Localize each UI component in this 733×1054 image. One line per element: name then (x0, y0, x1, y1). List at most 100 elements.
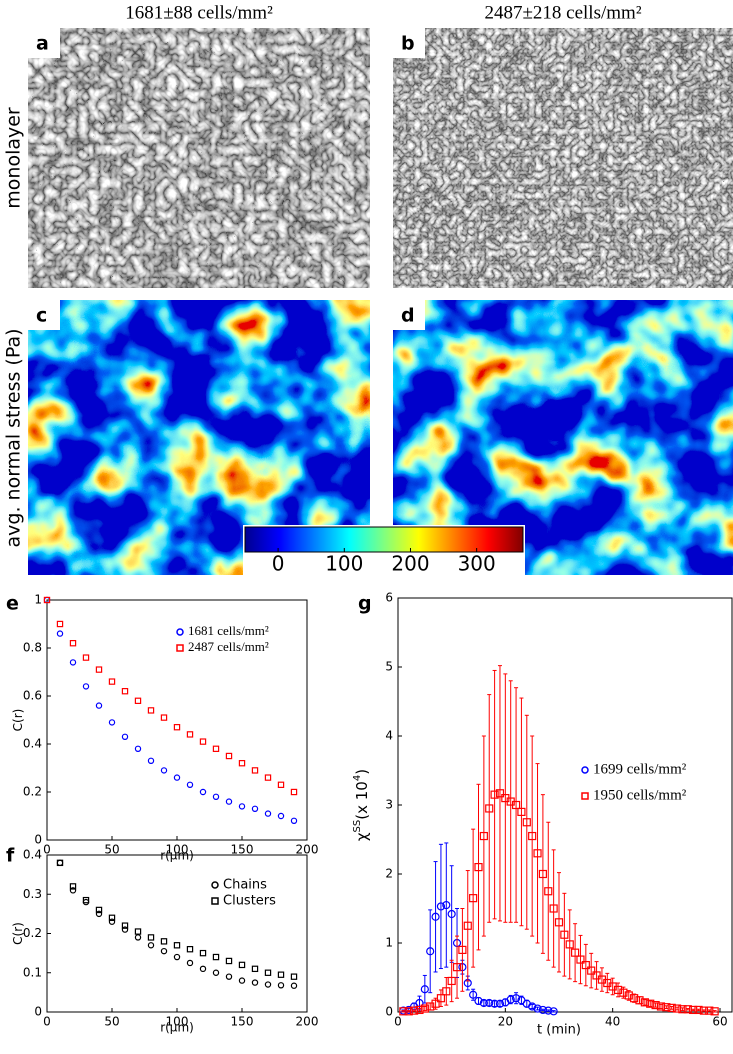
data-point (290, 982, 298, 989)
data-point (549, 904, 558, 913)
x-axis-label: t (min) (537, 1023, 581, 1038)
data-point (199, 788, 207, 796)
data-point (82, 654, 90, 661)
data-point (511, 800, 521, 810)
x-tick-label: 200 (296, 843, 319, 857)
y-tick-label: 0.3 (23, 887, 42, 901)
x-tick-label: 60 (712, 1015, 727, 1029)
data-point (82, 898, 90, 906)
data-point (560, 930, 569, 939)
data-point (277, 812, 285, 820)
data-point (277, 781, 285, 789)
y-tick-label: 0.6 (23, 689, 42, 703)
data-point (56, 859, 64, 867)
panel-title: 2487±218 cells/mm² (484, 2, 641, 23)
data-point (121, 926, 129, 933)
data-point (277, 982, 285, 989)
data-point (667, 1003, 676, 1012)
data-point (447, 909, 456, 919)
data-point (95, 906, 103, 914)
x-tick-label: 50 (104, 843, 119, 857)
data-point (69, 659, 77, 666)
panel-label: c (36, 305, 47, 327)
data-point (640, 998, 649, 1007)
data-point (212, 969, 220, 976)
data-point (95, 666, 103, 673)
data-point (511, 994, 521, 1003)
data-point (463, 921, 472, 930)
data-point (134, 928, 142, 935)
y-axis-label-part: ) (353, 769, 371, 775)
colorbar (244, 526, 524, 553)
data-point (549, 1007, 558, 1016)
legend-marker (176, 628, 184, 636)
data-point (264, 810, 272, 817)
colorbar-tick-label: 0 (272, 552, 285, 576)
x-tick-label: 100 (166, 843, 189, 857)
y-tick-label: 0.1 (23, 965, 42, 979)
data-point (699, 1006, 709, 1015)
data-point (186, 731, 194, 738)
panel-label: b (401, 33, 415, 55)
data-point (69, 883, 77, 890)
x-axis-label: r(μm) (160, 1021, 194, 1035)
data-point (452, 963, 462, 972)
x-tick-label: 0 (43, 1015, 51, 1029)
data-point (212, 793, 220, 801)
data-point (576, 955, 585, 964)
y-tick-label: 0 (34, 1005, 42, 1019)
data-point (651, 1000, 660, 1010)
data-point (528, 1002, 537, 1011)
y-tick-label: 6 (385, 591, 393, 605)
legend-label: 1699 cells/mm² (593, 761, 687, 777)
data-point (147, 757, 155, 765)
y-tick-label: 0.4 (23, 848, 42, 862)
panel-label: e (6, 593, 19, 615)
data-point (108, 918, 116, 925)
data-point (479, 998, 488, 1008)
data-point (199, 738, 207, 745)
data-point (485, 998, 494, 1008)
data-point (528, 831, 537, 841)
data-point (592, 971, 601, 980)
data-point (469, 894, 478, 903)
label-box (393, 28, 425, 58)
data-point (212, 953, 220, 961)
data-point (490, 790, 499, 799)
legend-marker (581, 792, 589, 800)
data-point (635, 996, 644, 1005)
panel-label: f (6, 845, 15, 867)
data-point (290, 973, 298, 980)
data-point (251, 805, 259, 813)
data-point (134, 745, 142, 753)
data-point (619, 988, 628, 997)
panel-title: 1681±88 cells/mm² (125, 2, 273, 23)
data-point (426, 947, 435, 956)
data-point (238, 803, 246, 810)
data-point (565, 940, 574, 949)
data-point (420, 1004, 429, 1013)
data-point (108, 719, 116, 726)
data-point (474, 996, 483, 1006)
colorbar-tick-label: 300 (458, 552, 496, 576)
x-tick-label: 50 (104, 1015, 119, 1029)
y-tick-label: 0.8 (23, 641, 42, 655)
data-point (533, 849, 542, 858)
data-point (290, 788, 298, 796)
data-point (147, 707, 155, 714)
data-point (442, 987, 451, 996)
data-point (173, 774, 181, 781)
data-point (121, 733, 129, 741)
y-axis-label: C(r) (11, 922, 25, 945)
data-point (538, 869, 548, 879)
data-point (121, 687, 129, 695)
data-point (160, 938, 168, 945)
label-box (393, 300, 425, 330)
data-point (436, 994, 446, 1003)
data-point (186, 959, 194, 967)
data-point (43, 596, 51, 604)
data-point (415, 1005, 424, 1015)
data-point (264, 969, 272, 976)
data-point (56, 620, 64, 628)
